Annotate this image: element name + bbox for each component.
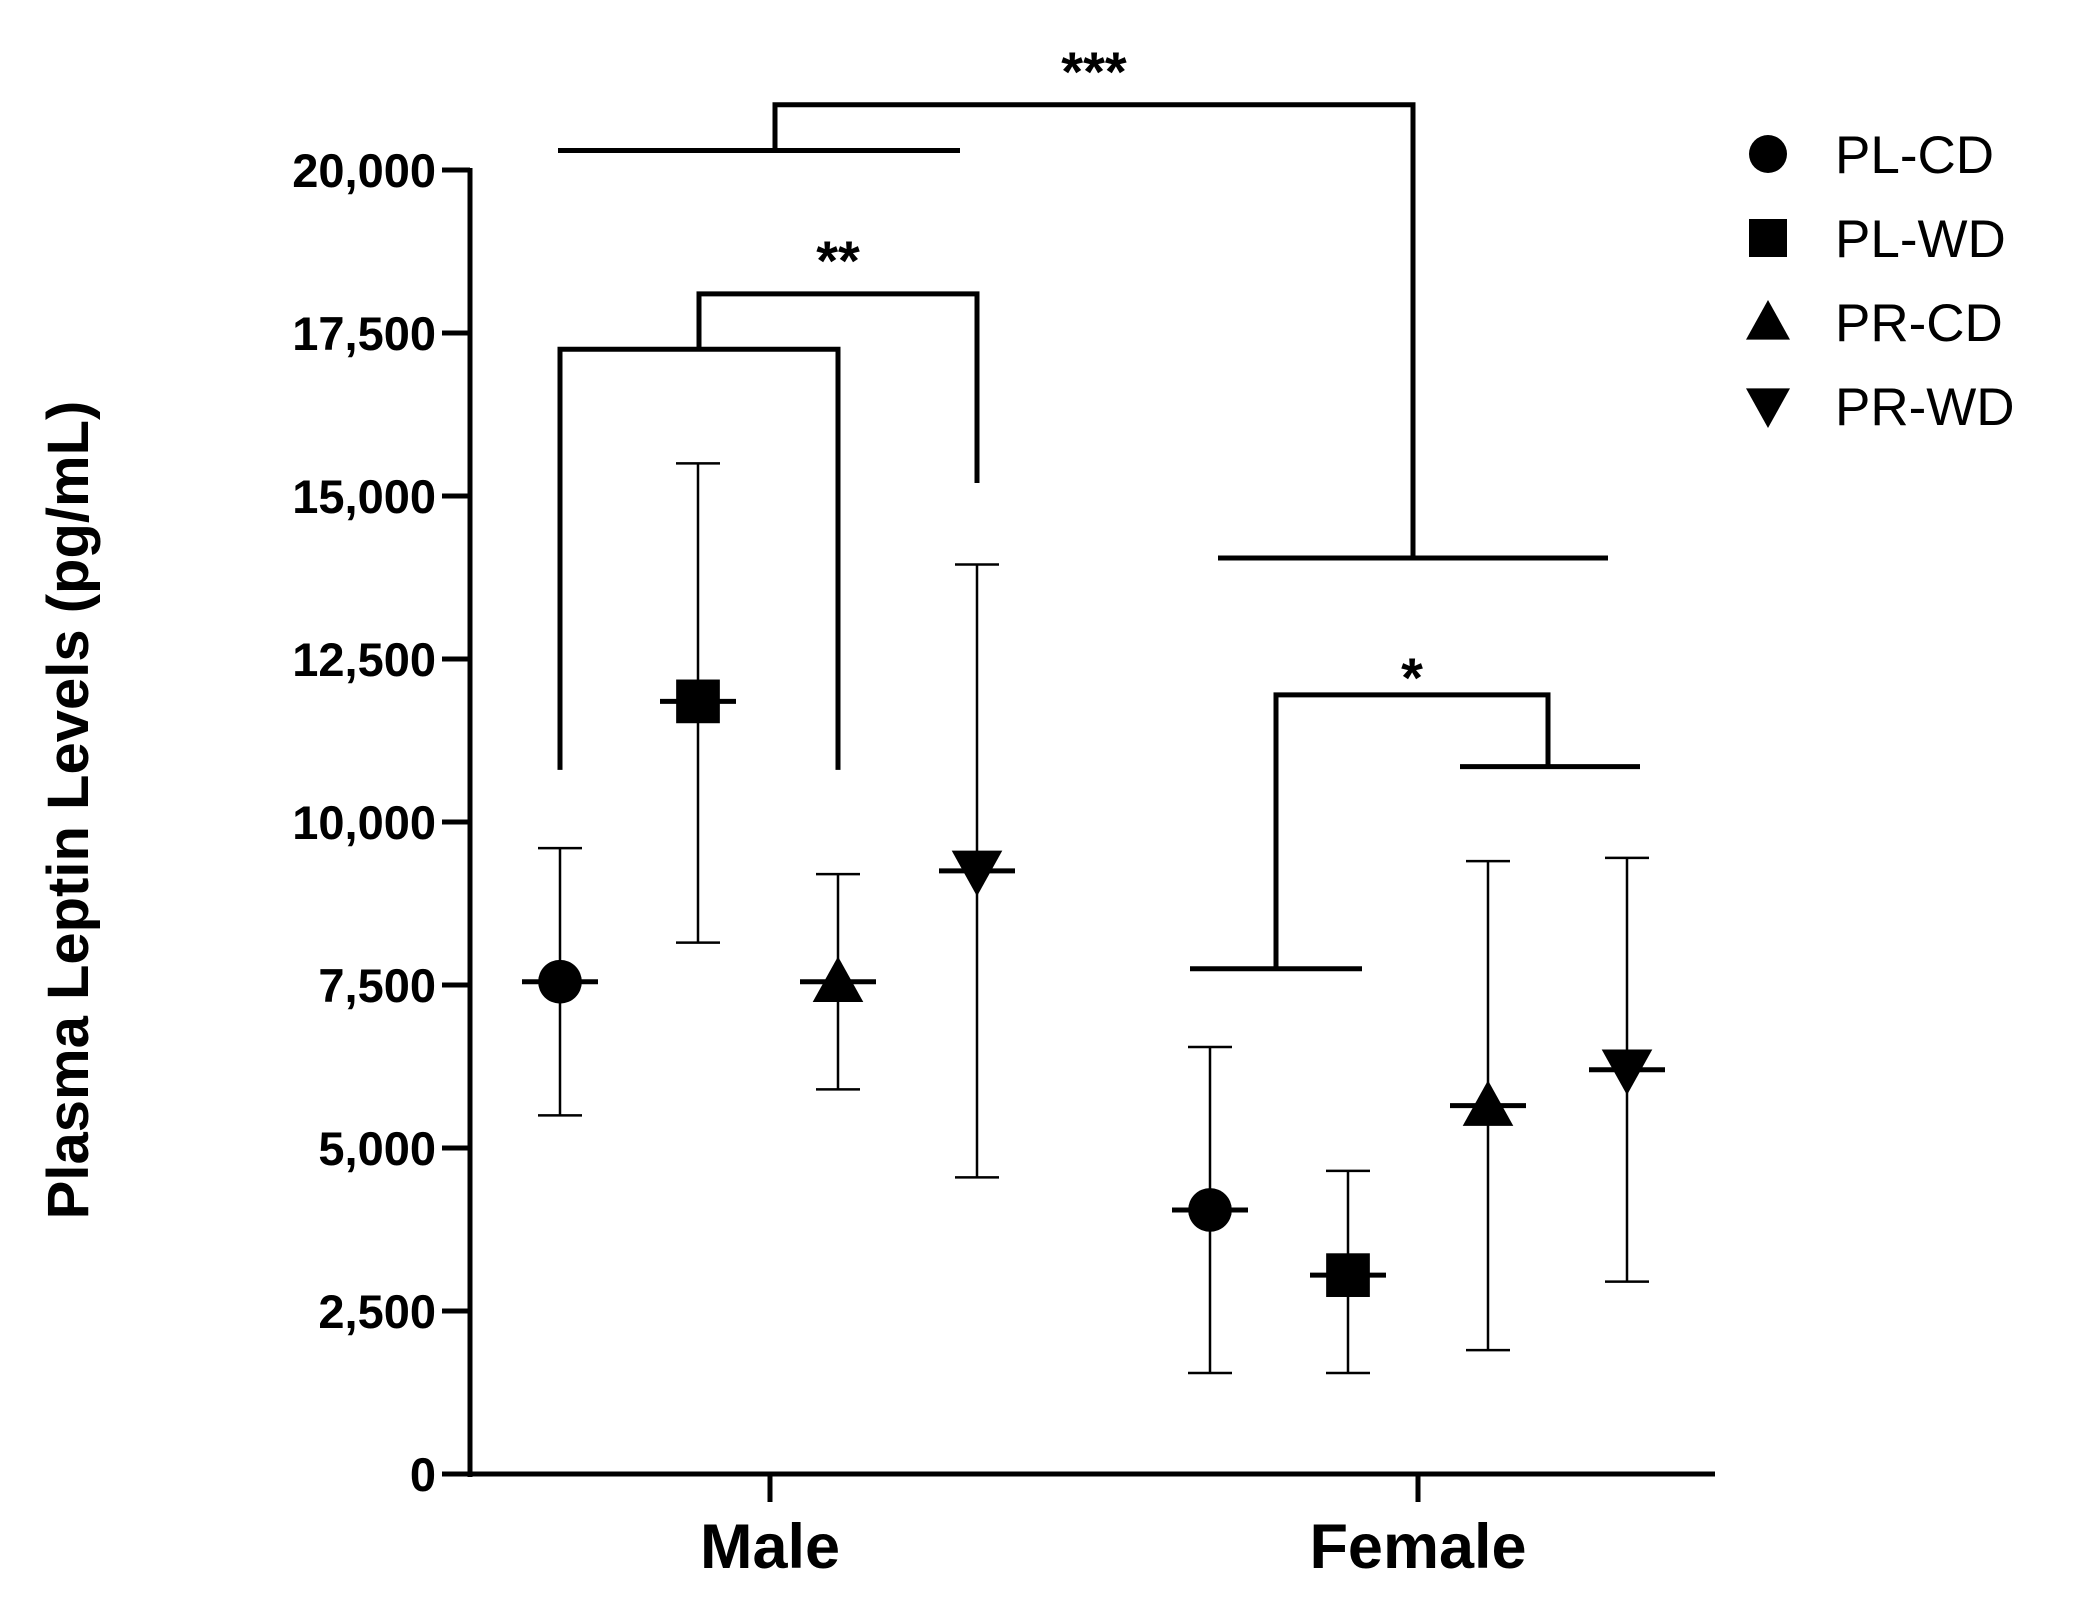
bracket-main — [1273, 692, 1551, 969]
triangle-down-marker — [1601, 1049, 1653, 1096]
bracket-main — [696, 291, 980, 483]
x-category-label: Male — [700, 1512, 840, 1582]
legend: PL-CD PL-WD PR-CD PR-WD — [1746, 126, 2015, 437]
x-categories: Male Female — [700, 1474, 1527, 1582]
triangle-up-marker — [1746, 300, 1790, 340]
data-point-group — [1589, 856, 1665, 1283]
triangle-down-marker — [1746, 388, 1790, 428]
y-ticks: 0 2,500 5,000 7,500 10,000 12,500 15,000 17,500… — [292, 144, 470, 1501]
legend-label: PR-CD — [1835, 294, 2003, 353]
data-points — [522, 462, 1665, 1375]
triangle-up-marker — [812, 956, 864, 1002]
circle-marker — [1749, 135, 1787, 173]
y-tick-label: 17,500 — [292, 307, 436, 360]
y-tick-label: 2,500 — [318, 1285, 436, 1338]
x-category-label: Female — [1309, 1512, 1526, 1582]
data-point-group — [1172, 1045, 1248, 1375]
significance-label: ** — [816, 229, 860, 292]
significance-label: * — [1401, 646, 1423, 709]
square-marker — [1749, 219, 1787, 257]
legend-label: PR-WD — [1835, 378, 2015, 437]
y-tick-label: 20,000 — [292, 144, 436, 197]
bracket-main — [772, 102, 1416, 558]
y-tick-label: 7,500 — [318, 959, 436, 1012]
y-tick-label: 15,000 — [292, 470, 436, 523]
legend-item: PL-CD — [1749, 126, 1994, 185]
legend-label: PL-CD — [1835, 126, 1994, 185]
significance-brackets: ****** — [557, 40, 1640, 972]
circle-marker — [1188, 1188, 1232, 1232]
legend-item: PR-CD — [1746, 294, 2003, 353]
triangle-up-marker — [1462, 1080, 1514, 1126]
data-point-group — [522, 846, 598, 1117]
y-tick-label: 0 — [410, 1448, 436, 1501]
y-tick-label: 5,000 — [318, 1122, 436, 1175]
data-point-group — [660, 462, 736, 944]
square-marker — [1326, 1253, 1370, 1297]
y-axis-label: Plasma Leptin Levels (pg/mL) — [36, 401, 101, 1220]
significance-label: *** — [1061, 40, 1127, 103]
data-point-group — [1450, 859, 1526, 1352]
axes — [467, 168, 1715, 1477]
y-tick-label: 12,500 — [292, 633, 436, 686]
legend-label: PL-WD — [1835, 210, 2006, 269]
data-point-group — [1310, 1169, 1386, 1375]
legend-item: PL-WD — [1749, 210, 2006, 269]
y-tick-label: 10,000 — [292, 796, 436, 849]
triangle-down-marker — [951, 850, 1003, 897]
square-marker — [676, 679, 720, 724]
data-point-group — [800, 872, 876, 1091]
data-point-group — [939, 563, 1015, 1179]
legend-item: PR-WD — [1746, 378, 2015, 437]
circle-marker — [538, 959, 582, 1004]
